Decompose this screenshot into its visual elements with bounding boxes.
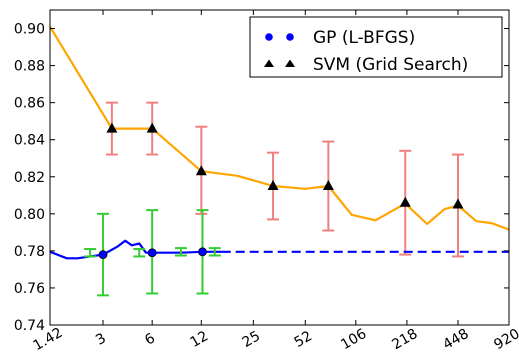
legend-gp-marker-2 bbox=[286, 33, 294, 41]
x-tick-label-4: 25 bbox=[240, 328, 263, 351]
gp-line bbox=[49, 239, 222, 260]
svm-point-2 bbox=[195, 165, 207, 176]
legend-svm-marker-2 bbox=[285, 59, 295, 67]
gp-point-0 bbox=[98, 250, 108, 259]
legend-label-svm: SVM (Grid Search) bbox=[313, 55, 468, 75]
y-tick-label-1: 0.76 bbox=[14, 281, 45, 297]
gp-minor-error-bar-2 bbox=[174, 247, 187, 257]
y-tick-label-4: 0.82 bbox=[14, 170, 45, 186]
legend-gp-marker-1 bbox=[265, 33, 273, 41]
gp-point-2 bbox=[198, 247, 207, 257]
y-tick-label-3: 0.80 bbox=[14, 207, 45, 223]
y-tick-label-6: 0.86 bbox=[14, 96, 45, 112]
svm-point-4 bbox=[322, 180, 334, 191]
plot-frame bbox=[49, 9, 510, 326]
svm-point-5 bbox=[399, 196, 411, 207]
y-tick-label-8: 0.90 bbox=[14, 22, 45, 38]
y-tick-label-5: 0.84 bbox=[14, 133, 45, 149]
legend-svm-marker-1 bbox=[264, 59, 274, 67]
x-tick-label-6: 106 bbox=[338, 326, 369, 353]
svm-point-6 bbox=[452, 198, 464, 209]
legend-label-gp: GP (L-BFGS) bbox=[313, 28, 415, 48]
x-tick-label-9: 920 bbox=[491, 326, 519, 353]
svm-point-3 bbox=[267, 180, 279, 191]
x-tick-label-3: 12 bbox=[188, 328, 211, 351]
svm-point-1 bbox=[146, 122, 158, 133]
svm-line bbox=[49, 26, 510, 231]
x-tick-label-2: 6 bbox=[142, 330, 158, 348]
y-tick-label-0: 0.74 bbox=[14, 318, 45, 334]
x-tick-label-7: 218 bbox=[389, 326, 420, 353]
x-tick-label-5: 52 bbox=[292, 328, 315, 351]
x-tick-label-8: 448 bbox=[440, 326, 471, 353]
y-tick-label-2: 0.78 bbox=[14, 244, 45, 260]
x-tick-label-1: 3 bbox=[93, 330, 109, 348]
y-tick-label-7: 0.88 bbox=[14, 59, 45, 75]
gp-point-1 bbox=[147, 248, 157, 258]
legend: GP (L-BFGS) SVM (Grid Search) bbox=[249, 16, 503, 78]
gp-minor-error-bar-1 bbox=[133, 248, 146, 258]
gp-minor-error-bar-3 bbox=[208, 247, 221, 257]
plot-area bbox=[49, 26, 510, 297]
gp-minor-error-bar-0 bbox=[84, 248, 97, 258]
svm-point-0 bbox=[106, 122, 118, 133]
y-axis: 0.74 0.76 0.78 0.80 0.82 0.84 0.86 0.88 0.90 bbox=[14, 22, 509, 334]
